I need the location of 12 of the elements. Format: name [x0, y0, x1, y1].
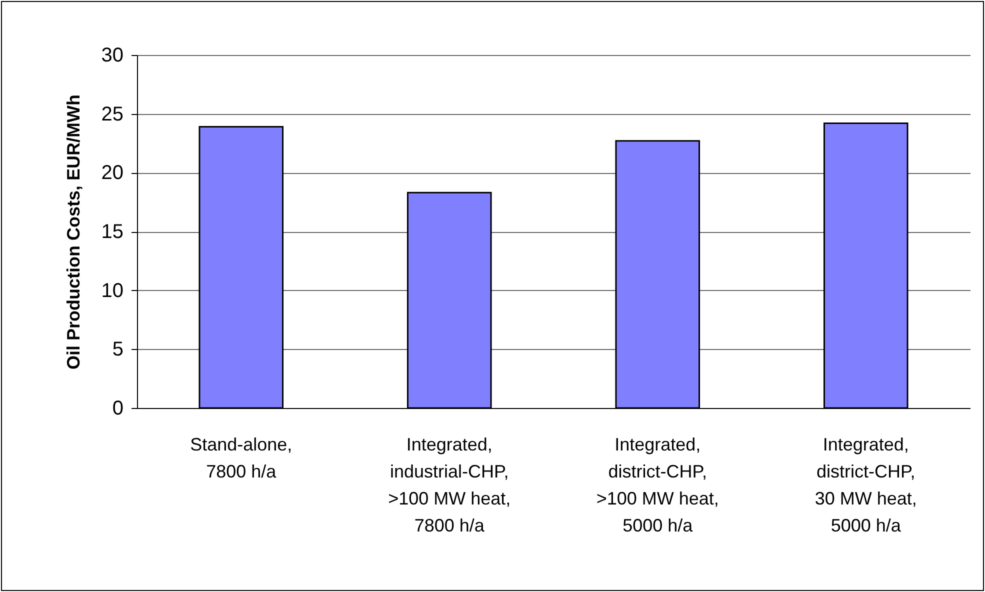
y-tick-label: 5: [112, 338, 124, 361]
x-tick-label: Integrated, district-CHP, >100 MW heat, 5000 h/a: [596, 434, 719, 536]
y-tick-label: 30: [101, 44, 124, 66]
x-tick-label: Stand-alone, 7800 h/a: [190, 434, 292, 482]
x-tick-label: Integrated, industrial-CHP, >100 MW heat, 7800 h/a: [388, 434, 511, 536]
y-tick-label: 20: [101, 162, 124, 184]
y-tick-label: 15: [101, 221, 124, 243]
y-tick-label: 10: [101, 280, 124, 302]
x-tick-label: Integrated, district-CHP, 30 MW heat, 5000 h/a: [814, 434, 917, 536]
y-tick-label: 25: [101, 103, 124, 126]
y-tick-label: 0: [112, 398, 124, 420]
y-axis-title: Oil Production Costs, EUR/MWh: [63, 94, 84, 370]
